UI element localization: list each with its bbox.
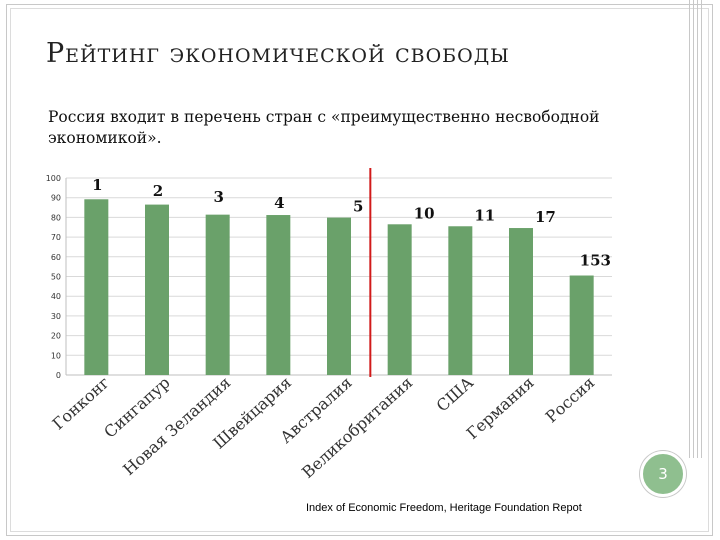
bar [509,228,533,375]
bar [266,215,291,375]
decorative-ribbon [689,0,703,458]
rank-label: 11 [474,206,495,224]
rank-label: 3 [213,188,223,206]
rank-label: 1 [92,176,102,194]
page-number-badge: 3 [640,451,686,497]
bar [569,275,594,375]
slide-title: Рейтинг экономической свободы [46,38,510,69]
rank-label: 153 [580,252,611,270]
x-category-label: США [433,373,477,416]
rank-label: 10 [414,204,435,222]
y-tick-label: 60 [51,253,61,262]
bar [327,217,351,375]
y-tick-label: 10 [51,351,61,360]
rank-label: 5 [353,198,363,216]
bar [205,214,230,375]
bar [387,224,412,375]
slide-subtitle: Россия входит в перечень стран с «преиму… [48,108,600,147]
rank-label: 4 [274,194,284,212]
rank-label: 2 [153,182,163,200]
x-category-label: Новая Зеландия [119,373,234,479]
slide-frame-outer [6,4,713,536]
bar [448,226,473,375]
x-category-label: Германия [463,373,538,443]
y-tick-label: 90 [51,194,61,203]
x-category-label: Россия [542,373,599,427]
y-tick-label: 100 [46,174,61,183]
y-tick-label: 40 [51,292,61,301]
y-tick-label: 80 [51,213,61,222]
y-tick-label: 0 [56,371,61,380]
y-tick-label: 50 [51,273,61,282]
bar [84,199,109,375]
source-note: Index of Economic Freedom, Heritage Foun… [306,502,582,514]
y-tick-label: 30 [51,312,61,321]
y-tick-label: 20 [51,332,61,341]
bar [145,204,169,375]
rank-label: 17 [535,208,556,226]
slide-frame-inner [10,8,709,532]
y-tick-label: 70 [51,233,61,242]
x-category-label: Великобритания [298,373,416,482]
